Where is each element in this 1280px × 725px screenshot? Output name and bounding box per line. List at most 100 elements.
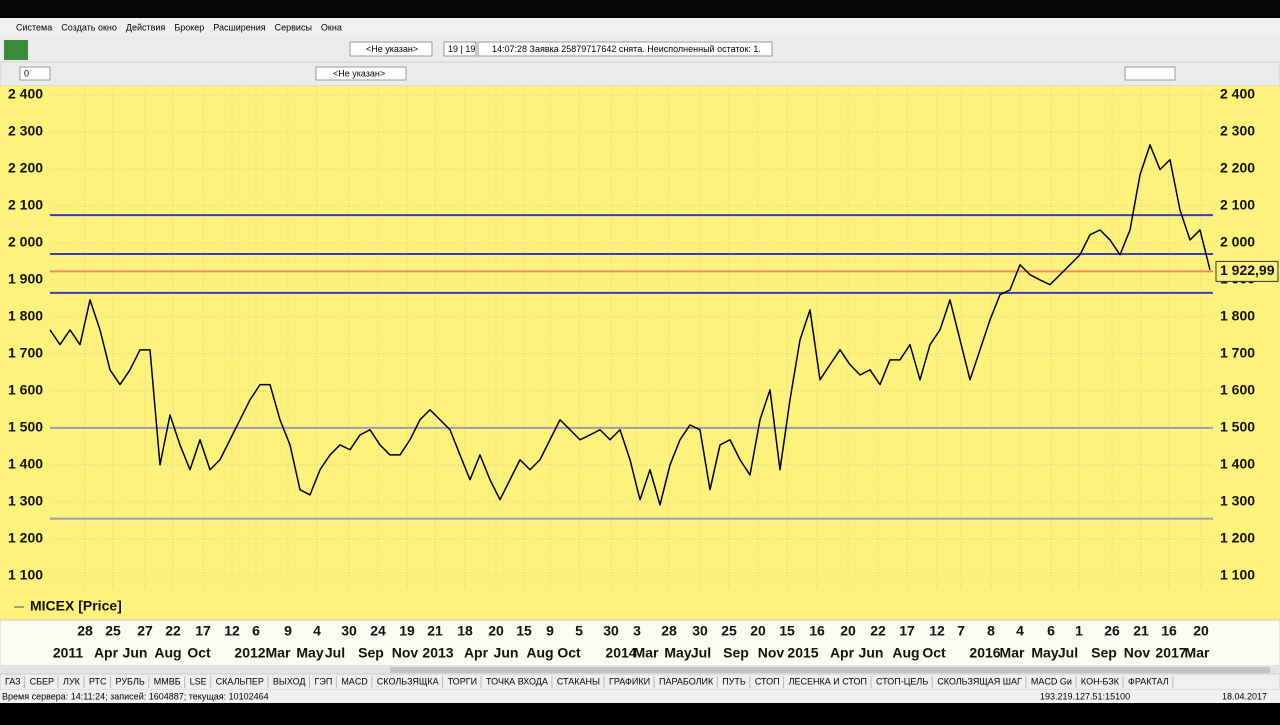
- y-tick-label-right: 1 500: [1220, 419, 1255, 435]
- tab[interactable]: ФРАКТАЛ: [1128, 676, 1169, 686]
- field-text: 0: [24, 68, 29, 78]
- field-box[interactable]: [19, 66, 51, 81]
- x-month-label: Jul: [325, 645, 345, 661]
- menu-item[interactable]: Действия: [126, 22, 166, 32]
- x-day-label: 20: [1193, 623, 1209, 639]
- menu-item[interactable]: Сервисы: [275, 22, 312, 32]
- y-tick-label-left: 1 700: [8, 345, 43, 361]
- x-month-label: 2015: [787, 645, 818, 661]
- tab[interactable]: СКАЛЬПЕР: [216, 676, 264, 686]
- menu-item[interactable]: Создать окно: [61, 22, 117, 32]
- status-bar: [0, 690, 1280, 703]
- menu-item[interactable]: Расширения: [213, 22, 265, 32]
- x-month-label: Apr: [830, 645, 855, 661]
- tab[interactable]: ММВБ: [154, 676, 181, 686]
- tab[interactable]: РУБЛЬ: [116, 676, 145, 686]
- tab[interactable]: ТОЧКА ВХОДА: [486, 676, 548, 686]
- x-month-label: Aug: [526, 645, 553, 661]
- x-month-label: Mar: [1185, 645, 1210, 661]
- y-tick-label-right: 1 600: [1220, 382, 1255, 398]
- x-day-label: 27: [137, 623, 153, 639]
- counter-box: [443, 41, 477, 57]
- x-month-label: Nov: [1124, 645, 1151, 661]
- menu-item[interactable]: Окна: [321, 22, 342, 32]
- tab[interactable]: СТОП: [755, 676, 780, 686]
- tab[interactable]: ЛУК: [63, 676, 81, 686]
- tab[interactable]: ГРАФИКИ: [609, 676, 650, 686]
- x-day-label: 20: [840, 623, 856, 639]
- x-month-label: Mar: [634, 645, 659, 661]
- x-day-label: 22: [870, 623, 886, 639]
- x-month-label: Aug: [154, 645, 181, 661]
- x-day-label: 6: [252, 623, 260, 639]
- x-day-label: 12: [224, 623, 240, 639]
- tab[interactable]: ТОРГИ: [448, 676, 477, 686]
- tab[interactable]: ГЭП: [315, 676, 333, 686]
- tab[interactable]: СТОП-ЦЕЛЬ: [876, 676, 928, 686]
- x-month-label: Sep: [723, 645, 749, 661]
- y-tick-label-left: 2 300: [8, 123, 43, 139]
- x-day-label: 15: [779, 623, 795, 639]
- x-day-label: 26: [1104, 623, 1120, 639]
- x-day-label: 4: [313, 623, 321, 639]
- x-month-label: Jun: [859, 645, 884, 661]
- tab[interactable]: ГАЗ: [5, 676, 21, 686]
- y-tick-label-left: 1 600: [8, 382, 43, 398]
- tab[interactable]: MACD Gи: [1031, 676, 1072, 686]
- x-day-label: 30: [341, 623, 357, 639]
- y-tick-label-right: 1 300: [1220, 493, 1255, 509]
- x-month-label: 2014: [605, 645, 636, 661]
- y-tick-label-left: 2 100: [8, 197, 43, 213]
- account-box[interactable]: [349, 41, 433, 57]
- x-month-label: Apr: [94, 645, 119, 661]
- menu-bar: [0, 18, 1280, 36]
- x-month-label: Mar: [266, 645, 291, 661]
- price-line: [49, 144, 1211, 506]
- tab[interactable]: ПАРАБОЛИК: [659, 676, 714, 686]
- x-day-label: 4: [1016, 623, 1024, 639]
- x-day-label: 21: [1133, 623, 1149, 639]
- tab[interactable]: СКОЛЬЗЯЩКА: [377, 676, 439, 686]
- x-day-label: 9: [546, 623, 554, 639]
- y-tick-label-left: 1 100: [8, 567, 43, 583]
- x-month-label: 2013: [422, 645, 453, 661]
- tab[interactable]: СБЕР: [30, 676, 54, 686]
- x-month-label: Nov: [758, 645, 785, 661]
- tab[interactable]: СКОЛЬЗЯЩАЯ ШАГ: [937, 676, 1022, 686]
- status-date: 18.04.2017: [1222, 691, 1267, 701]
- tab[interactable]: ЛЕСЕНКА И СТОП: [789, 676, 867, 686]
- x-month-label: May: [296, 645, 323, 661]
- message-box[interactable]: [477, 41, 773, 57]
- account-box-2[interactable]: [315, 66, 407, 81]
- x-month-label: 2016: [969, 645, 1000, 661]
- x-day-label: 6: [1047, 623, 1055, 639]
- tab[interactable]: LSE: [190, 676, 207, 686]
- x-month-label: Nov: [392, 645, 419, 661]
- x-month-label: Sep: [358, 645, 384, 661]
- tab[interactable]: КОН-БЗК: [1081, 676, 1120, 686]
- title-bar: [0, 0, 1280, 18]
- menu-item[interactable]: Брокер: [174, 22, 204, 32]
- x-day-label: 28: [661, 623, 677, 639]
- tab[interactable]: MACD: [341, 676, 368, 686]
- tab[interactable]: РТС: [89, 676, 107, 686]
- x-day-label: 16: [1161, 623, 1177, 639]
- tab[interactable]: ВЫХОД: [273, 676, 306, 686]
- chart-area: [0, 86, 1280, 620]
- x-month-label: Oct: [922, 645, 946, 661]
- tab[interactable]: ПУТЬ: [722, 676, 746, 686]
- y-tick-label-right: 1 400: [1220, 456, 1255, 472]
- scroll-thumb[interactable]: [390, 667, 1270, 673]
- tab[interactable]: СТАКАНЫ: [557, 676, 600, 686]
- y-tick-label-right: 1 800: [1220, 308, 1255, 324]
- y-tick-label-left: 2 400: [8, 86, 43, 102]
- menu-item[interactable]: Система: [16, 22, 52, 32]
- search-box[interactable]: [1124, 66, 1176, 81]
- y-tick-label-right: 1 200: [1220, 530, 1255, 546]
- x-month-label: Jul: [1058, 645, 1078, 661]
- tabs: ГАЗ СБЕР ЛУК РТС РУБЛЬ ММВБ LSE СКАЛЬПЕР ВЫХОД ГЭ…: [5, 676, 1174, 688]
- counter-text: 19 | 19: [448, 44, 475, 54]
- x-day-label: 20: [488, 623, 504, 639]
- x-day-label: 9: [284, 623, 292, 639]
